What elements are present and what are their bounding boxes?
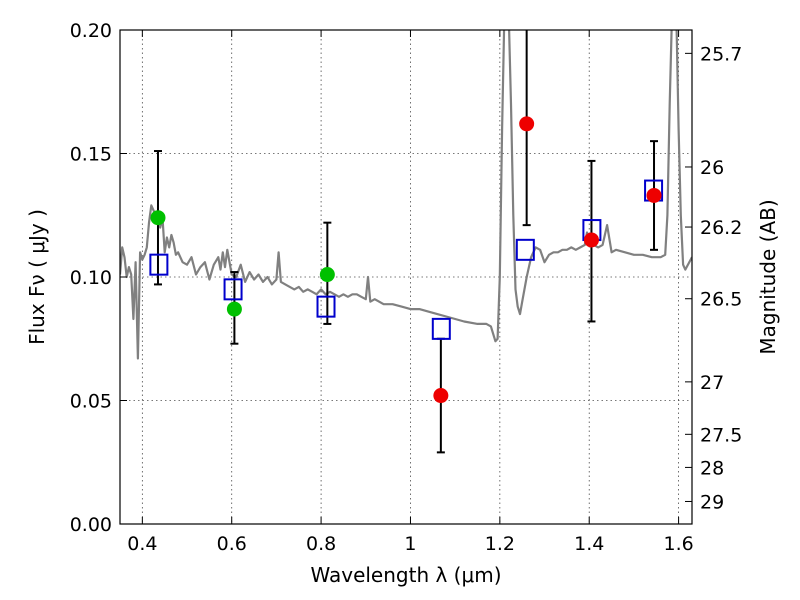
model-point-square [515, 238, 535, 261]
y-tick-labels: 0.00 0.05 0.10 0.15 0.20 [70, 20, 112, 536]
right-tick-label: 26.5 [700, 289, 742, 311]
right-tick-label: 27.5 [700, 424, 742, 446]
right-tick-label: 28 [700, 457, 724, 479]
nir_obs-point [433, 388, 449, 404]
right-axis-label: Magnitude (AB) [756, 199, 780, 354]
x-tick-labels: 0.4 0.6 0.8 1 1.2 1.4 1.6 [127, 533, 693, 555]
y-tick-label: 0.20 [70, 20, 112, 42]
x-tick-label: 1 [404, 533, 416, 555]
y-axis-label: Flux Fν ( μJy ) [25, 209, 49, 345]
observed-points [150, 116, 662, 404]
right-tick-label: 27 [700, 372, 724, 394]
nir_obs-point [646, 187, 662, 203]
model-point-square [223, 278, 243, 301]
right-tick-label: 26.2 [700, 217, 742, 239]
x-tick-label: 0.6 [217, 533, 247, 555]
right-tick-label: 29 [700, 491, 724, 513]
nir_obs-point [519, 116, 535, 132]
model-point-square [431, 317, 451, 340]
x-tick-label: 1.6 [663, 533, 693, 555]
model-point-square [316, 295, 336, 318]
x-tick-label: 0.8 [306, 533, 336, 555]
y-tick-label: 0.15 [70, 144, 112, 166]
optical_obs-point [226, 301, 242, 317]
nir_obs-point [583, 232, 599, 248]
optical_obs-point [319, 267, 335, 283]
right-tick-label: 25.7 [700, 43, 742, 65]
y-tick-label: 0.05 [70, 391, 112, 413]
x-tick-label: 1.2 [485, 533, 515, 555]
right-tick-label: 26 [700, 157, 724, 179]
y-tick-label: 0.00 [70, 514, 112, 536]
optical_obs-point [150, 210, 166, 226]
x-tick-label: 0.4 [127, 533, 157, 555]
y-tick-label: 0.10 [70, 267, 112, 289]
right-tick-labels: 25.7 26 26.2 26.5 27 27.5 28 29 [700, 43, 742, 513]
x-tick-label: 1.4 [574, 533, 604, 555]
model-point-square [149, 253, 169, 276]
x-axis-label: Wavelength λ (μm) [310, 563, 501, 587]
plot-area [120, 30, 692, 454]
axis-ticks [120, 29, 692, 525]
